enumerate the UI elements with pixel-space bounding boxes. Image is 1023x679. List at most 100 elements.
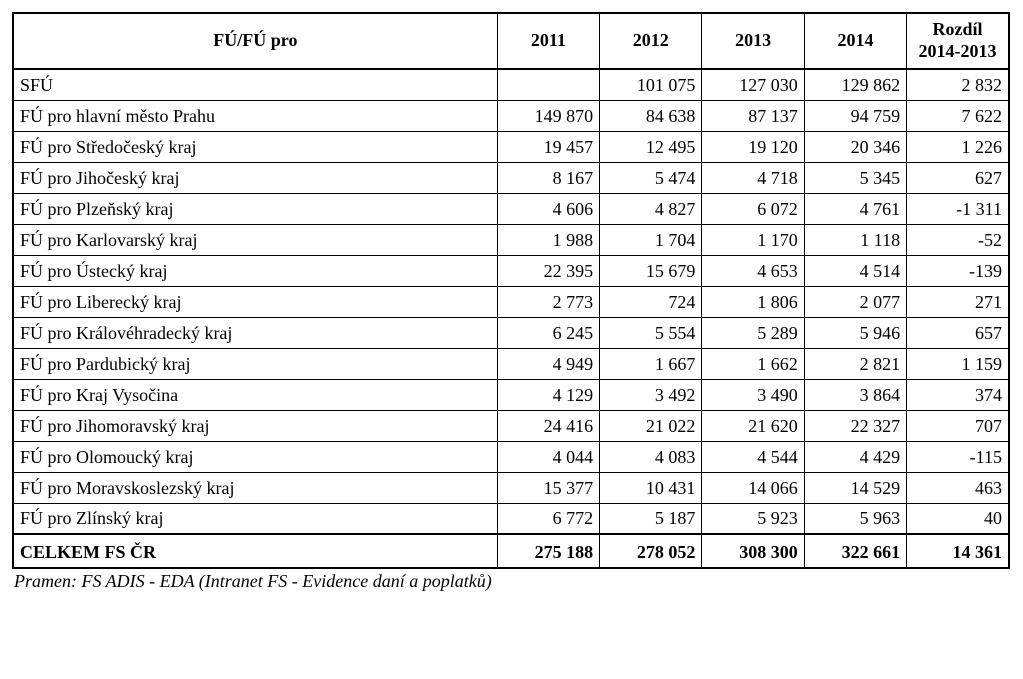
total-diff: 14 361 [907,534,1009,568]
row-v2011: 15 377 [497,472,599,503]
row-diff: -139 [907,255,1009,286]
row-v2012: 4 827 [600,193,702,224]
row-v2012: 84 638 [600,100,702,131]
table-total-row: CELKEM FS ČR275 188278 052308 300322 661… [13,534,1009,568]
source-note: Pramen: FS ADIS - EDA (Intranet FS - Evi… [12,571,1011,592]
col-header-2012: 2012 [600,13,702,69]
row-v2014: 4 429 [804,441,906,472]
row-diff: 374 [907,379,1009,410]
row-v2013: 14 066 [702,472,804,503]
row-v2011: 19 457 [497,131,599,162]
total-name: CELKEM FS ČR [13,534,497,568]
row-name: FÚ pro Liberecký kraj [13,286,497,317]
table-row: FÚ pro Liberecký kraj2 7737241 8062 0772… [13,286,1009,317]
row-diff: 463 [907,472,1009,503]
row-v2011: 1 988 [497,224,599,255]
table-row: SFÚ 101 075127 030129 8622 832 [13,69,1009,100]
row-v2012: 4 083 [600,441,702,472]
col-header-diff-line1: Rozdíl [933,19,983,39]
row-v2014: 4 514 [804,255,906,286]
row-diff: 657 [907,317,1009,348]
col-header-2014: 2014 [804,13,906,69]
row-v2014: 5 963 [804,503,906,534]
col-header-diff: Rozdíl2014-2013 [907,13,1009,69]
row-diff: 40 [907,503,1009,534]
row-v2013: 4 718 [702,162,804,193]
row-v2012: 21 022 [600,410,702,441]
row-v2014: 20 346 [804,131,906,162]
row-v2014: 2 077 [804,286,906,317]
total-v2014: 322 661 [804,534,906,568]
row-v2011: 6 772 [497,503,599,534]
row-v2013: 1 662 [702,348,804,379]
row-diff: -52 [907,224,1009,255]
row-v2011 [497,69,599,100]
row-v2013: 3 490 [702,379,804,410]
row-v2012: 3 492 [600,379,702,410]
table-row: FÚ pro Plzeňský kraj4 6064 8276 0724 761… [13,193,1009,224]
row-diff: -1 311 [907,193,1009,224]
total-v2012: 278 052 [600,534,702,568]
row-name: FÚ pro Středočeský kraj [13,131,497,162]
table-row: FÚ pro Pardubický kraj4 9491 6671 6622 8… [13,348,1009,379]
row-v2013: 127 030 [702,69,804,100]
row-v2014: 5 345 [804,162,906,193]
row-v2013: 5 289 [702,317,804,348]
row-diff: -115 [907,441,1009,472]
row-diff: 2 832 [907,69,1009,100]
row-v2013: 5 923 [702,503,804,534]
row-v2013: 4 653 [702,255,804,286]
row-v2014: 5 946 [804,317,906,348]
row-diff: 7 622 [907,100,1009,131]
total-v2011: 275 188 [497,534,599,568]
row-v2012: 12 495 [600,131,702,162]
row-v2013: 4 544 [702,441,804,472]
row-v2011: 4 044 [497,441,599,472]
row-v2011: 4 949 [497,348,599,379]
row-name: FÚ pro Jihomoravský kraj [13,410,497,441]
row-diff: 1 159 [907,348,1009,379]
table-row: FÚ pro Středočeský kraj19 45712 49519 12… [13,131,1009,162]
row-v2013: 21 620 [702,410,804,441]
table-row: FÚ pro Jihomoravský kraj24 41621 02221 6… [13,410,1009,441]
table-row: FÚ pro Jihočeský kraj8 1675 4744 7185 34… [13,162,1009,193]
row-diff: 627 [907,162,1009,193]
row-v2014: 129 862 [804,69,906,100]
row-name: FÚ pro hlavní město Prahu [13,100,497,131]
col-header-diff-line2: 2014-2013 [919,41,997,61]
table-row: FÚ pro hlavní město Prahu149 87084 63887… [13,100,1009,131]
row-v2012: 5 474 [600,162,702,193]
row-name: FÚ pro Jihočeský kraj [13,162,497,193]
row-v2011: 6 245 [497,317,599,348]
row-v2014: 2 821 [804,348,906,379]
row-v2012: 1 704 [600,224,702,255]
row-v2011: 4 129 [497,379,599,410]
table-row: FÚ pro Královéhradecký kraj6 2455 5545 2… [13,317,1009,348]
row-v2014: 94 759 [804,100,906,131]
row-name: FÚ pro Olomoucký kraj [13,441,497,472]
row-v2014: 22 327 [804,410,906,441]
row-name: FÚ pro Plzeňský kraj [13,193,497,224]
row-name: SFÚ [13,69,497,100]
row-v2013: 87 137 [702,100,804,131]
row-name: FÚ pro Karlovarský kraj [13,224,497,255]
row-diff: 271 [907,286,1009,317]
row-v2012: 10 431 [600,472,702,503]
table-row: FÚ pro Zlínský kraj6 7725 1875 9235 9634… [13,503,1009,534]
row-v2013: 1 806 [702,286,804,317]
row-v2011: 2 773 [497,286,599,317]
table-row: FÚ pro Ústecký kraj22 39515 6794 6534 51… [13,255,1009,286]
row-v2012: 101 075 [600,69,702,100]
row-v2013: 1 170 [702,224,804,255]
row-v2012: 5 554 [600,317,702,348]
col-header-2011: 2011 [497,13,599,69]
row-name: FÚ pro Zlínský kraj [13,503,497,534]
row-v2011: 8 167 [497,162,599,193]
data-table: FÚ/FÚ pro 2011 2012 2013 2014 Rozdíl2014… [12,12,1010,569]
row-v2011: 24 416 [497,410,599,441]
row-diff: 1 226 [907,131,1009,162]
row-v2014: 14 529 [804,472,906,503]
col-header-name: FÚ/FÚ pro [13,13,497,69]
row-v2011: 4 606 [497,193,599,224]
row-v2012: 15 679 [600,255,702,286]
